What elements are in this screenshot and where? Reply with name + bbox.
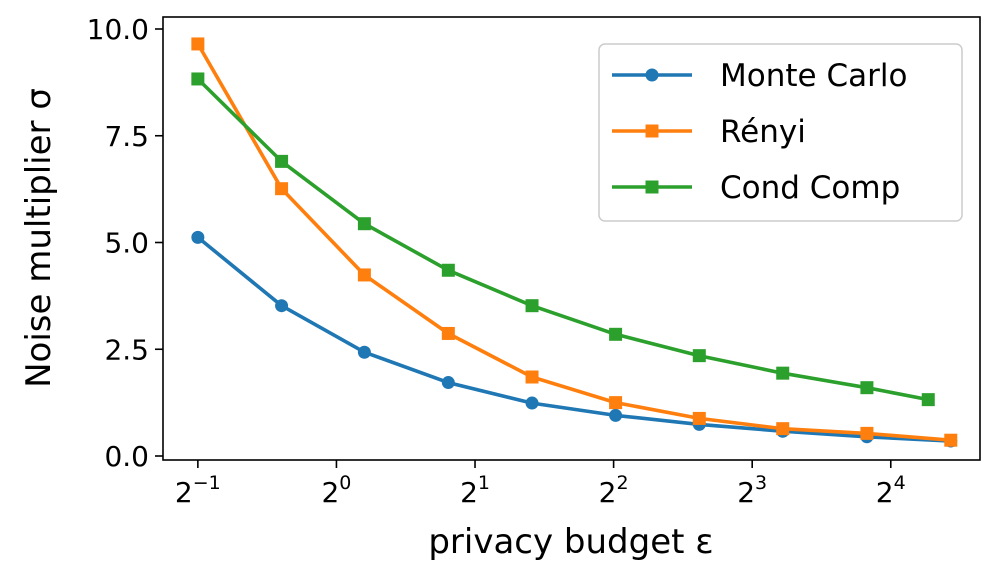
x-tick-label: 23	[737, 472, 767, 509]
data-point	[275, 299, 289, 313]
x-tick-exponent: 0	[339, 472, 351, 494]
legend-item: Rényi	[612, 114, 806, 150]
data-point	[441, 376, 455, 390]
y-tick-label: 2.5	[104, 333, 149, 366]
y-tick-label: 10.0	[87, 13, 149, 46]
x-tick-label: 24	[876, 472, 906, 509]
data-point	[860, 381, 874, 395]
x-tick-label: 2−1	[175, 472, 221, 509]
legend-label: Rényi	[720, 114, 806, 150]
y-tick-label: 7.5	[104, 120, 149, 153]
x-tick-exponent: 2	[616, 472, 628, 494]
x-tick-base: 2	[737, 476, 755, 509]
data-point	[357, 345, 371, 359]
legend-item: Monte Carlo	[612, 58, 907, 94]
data-point	[692, 349, 706, 363]
x-tick-exponent: −1	[193, 472, 221, 494]
series-layer	[191, 37, 958, 448]
data-point	[609, 408, 623, 422]
series-line	[196, 77, 931, 402]
data-point	[645, 124, 659, 138]
series-cond-comp	[191, 72, 935, 407]
x-tick-base: 2	[599, 476, 617, 509]
y-tick-label: 0.0	[104, 440, 149, 473]
x-tick-exponent: 4	[894, 472, 906, 494]
data-point	[191, 230, 205, 244]
ticks-layer: 0.02.55.07.510.02−1 20 21 22 23 24	[87, 13, 906, 509]
x-tick-base: 2	[175, 476, 193, 509]
data-point	[357, 268, 371, 282]
data-point	[275, 154, 289, 168]
data-point	[441, 326, 455, 340]
x-tick-label: 22	[599, 472, 629, 509]
x-tick-exponent: 3	[755, 472, 767, 494]
data-point	[609, 327, 623, 341]
data-point	[441, 263, 455, 277]
series-line	[196, 235, 953, 443]
x-tick-exponent: 1	[478, 472, 490, 494]
data-point	[525, 370, 539, 384]
legend-box	[598, 43, 963, 222]
series-line	[196, 42, 953, 443]
data-point	[776, 366, 790, 380]
data-point	[357, 217, 371, 231]
data-point	[191, 37, 205, 51]
legend-item: Cond Comp	[612, 170, 900, 206]
data-point	[921, 393, 935, 407]
x-tick-label: 20	[321, 472, 351, 509]
data-point	[275, 182, 289, 196]
data-point	[645, 180, 659, 194]
legend: Monte Carlo Rényi Cond Comp	[598, 43, 963, 222]
data-point	[191, 72, 205, 86]
data-point	[944, 433, 958, 447]
data-point	[609, 396, 623, 410]
x-tick-base: 2	[460, 476, 478, 509]
data-point	[645, 68, 659, 82]
series-monte-carlo	[191, 230, 958, 448]
plot-frame	[162, 16, 981, 461]
data-point	[692, 411, 706, 425]
y-tick-label: 5.0	[104, 227, 149, 260]
x-tick-label: 21	[460, 472, 490, 509]
legend-label: Monte Carlo	[720, 58, 907, 94]
x-axis-label: privacy budget ε	[428, 522, 713, 562]
legend-label: Cond Comp	[720, 170, 900, 206]
data-point	[860, 426, 874, 440]
data-point	[525, 299, 539, 313]
x-tick-base: 2	[321, 476, 339, 509]
data-point	[776, 422, 790, 436]
data-point	[525, 396, 539, 410]
series-r-nyi	[191, 37, 958, 447]
y-axis-label: Noise multiplier σ	[19, 88, 59, 388]
x-tick-base: 2	[876, 476, 894, 509]
